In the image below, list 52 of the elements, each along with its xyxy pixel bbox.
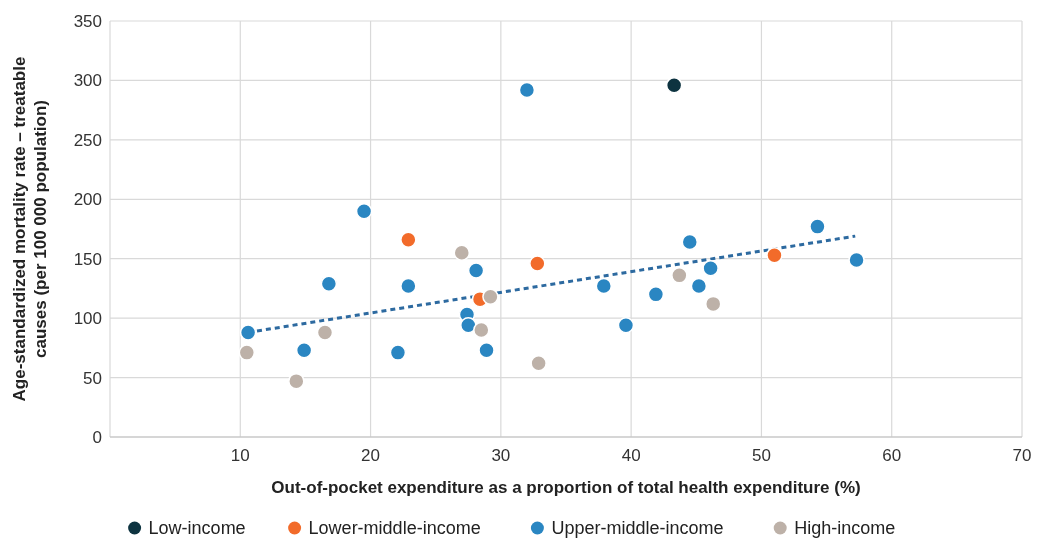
point [671,267,688,284]
x-tick-label: 10 [230,446,250,465]
point [460,317,477,334]
y-tick-label: 0 [92,428,102,447]
x-tick-label: 50 [751,446,771,465]
x-tick-label: 20 [361,446,381,465]
point [647,286,665,303]
point [617,317,635,334]
legend-label: Upper-middle-income [551,518,724,538]
x-tick-label: 70 [1012,446,1032,465]
y-tick-label: 150 [73,249,102,269]
point [239,324,257,341]
y-tick-label: 250 [73,130,102,150]
point [766,246,783,264]
point [478,341,495,359]
point [400,231,417,248]
point [681,233,699,251]
legend-label: High-income [794,518,896,538]
point [320,275,338,292]
x-tick-label: 60 [882,446,902,465]
point [530,355,547,372]
point [400,277,417,295]
x-tick-label: 40 [621,446,641,465]
point [467,262,485,279]
point [316,324,334,341]
point [288,372,305,390]
point [453,244,471,262]
y-tick-label: 300 [73,71,102,91]
y-tick-label: 100 [73,309,102,329]
legend-label: Lower-middle-income [308,518,481,538]
point [482,288,499,305]
point [389,344,407,361]
point [238,344,256,361]
point [595,277,613,295]
point [295,341,313,359]
x-tick-label: 30 [491,446,511,465]
x-axis-title: Out-of-pocket expenditure as a proportion of total health expenditure (%) [271,478,861,497]
point [529,255,546,272]
legend-label: Low-income [148,518,246,538]
point [355,202,373,220]
point [518,81,536,99]
point [809,218,826,235]
y-axis-title: Age-standardized mortality rate – treatable causes (per 100 000 population) [10,56,50,402]
point [848,251,865,269]
point [473,321,490,339]
y-tick-label: 200 [73,190,102,210]
y-tick-label: 50 [83,368,102,388]
y-tick-label: 350 [73,12,102,31]
point [665,76,683,94]
point [690,277,708,295]
point [702,259,719,277]
point [704,295,722,313]
